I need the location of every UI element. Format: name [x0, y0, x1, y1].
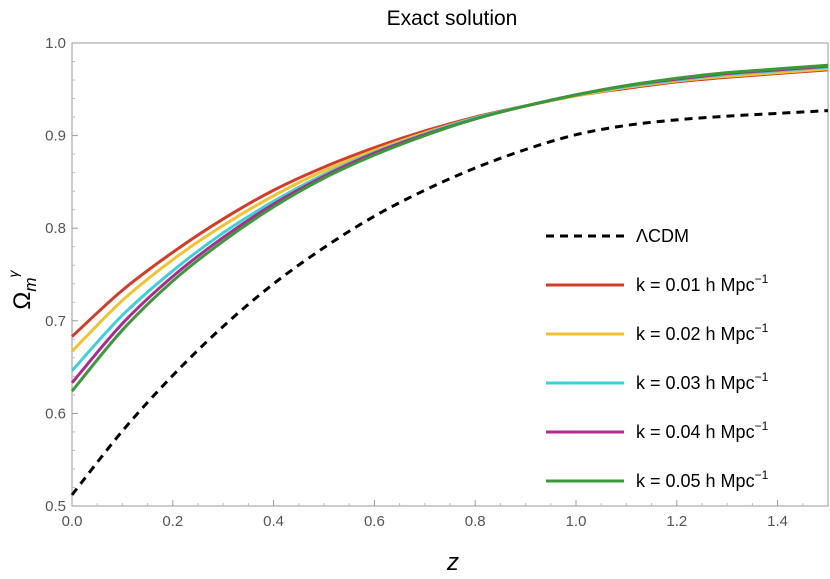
x-axis-label: z	[446, 549, 459, 576]
legend-label-main: k = 0.02 h Mpc	[636, 324, 755, 344]
legend-label-3: k = 0.03 h Mpc−1	[636, 370, 769, 393]
y-tick-label: 1.0	[45, 35, 66, 52]
legend-label-sup: −1	[755, 468, 769, 482]
series-line-2	[70, 67, 829, 353]
y-axis-ticks: 0.5 0.6 0.7 0.8 0.9 1.0	[45, 35, 78, 515]
x-axis-ticks: 0.0 0.2 0.4 0.6 0.8 1.0 1.2 1.4	[62, 500, 804, 530]
chart-title: Exact solution	[387, 7, 518, 30]
series-line-1	[70, 68, 829, 338]
legend-label-main: k = 0.04 h Mpc	[636, 422, 755, 442]
legend-label-4: k = 0.04 h Mpc−1	[636, 419, 769, 442]
legend-label-sup: −1	[755, 419, 769, 433]
legend-label-sup: −1	[755, 321, 769, 335]
y-axis-label-sub: m	[21, 277, 40, 291]
series-line-0	[70, 109, 829, 496]
x-tick-label: 0.8	[465, 513, 486, 530]
series-line-5	[70, 63, 829, 393]
legend-label-main: k = 0.05 h Mpc	[636, 471, 755, 491]
legend-label-0: ΛCDM	[636, 226, 689, 246]
x-tick-label: 0.2	[162, 513, 183, 530]
y-axis-label: Ωmγ	[5, 269, 40, 309]
legend-label-5: k = 0.05 h Mpc−1	[636, 468, 769, 491]
x-tick-label: 1.4	[767, 513, 788, 530]
y-tick-label: 0.9	[45, 128, 66, 145]
series-lines	[70, 63, 829, 496]
x-tick-label: 0.0	[62, 513, 83, 530]
legend-label-main: k = 0.03 h Mpc	[636, 373, 755, 393]
y-tick-label: 0.6	[45, 405, 66, 422]
legend-label-2: k = 0.02 h Mpc−1	[636, 321, 769, 344]
legend-label-main: k = 0.01 h Mpc	[636, 275, 755, 295]
legend-label-main: ΛCDM	[636, 226, 689, 246]
y-tick-label: 0.7	[45, 313, 66, 330]
y-tick-label: 0.5	[45, 498, 66, 515]
x-tick-label: 1.0	[566, 513, 587, 530]
x-tick-label: 0.6	[364, 513, 385, 530]
y-tick-label: 0.8	[45, 220, 66, 237]
legend-label-sup: −1	[755, 272, 769, 286]
legend-label-1: k = 0.01 h Mpc−1	[636, 272, 769, 295]
legend-label-sup: −1	[755, 370, 769, 384]
y-axis-label-sup: γ	[5, 269, 21, 277]
x-tick-label: 1.2	[666, 513, 687, 530]
x-tick-label: 0.4	[263, 513, 284, 530]
y-axis-label-base: Ω	[9, 292, 36, 310]
